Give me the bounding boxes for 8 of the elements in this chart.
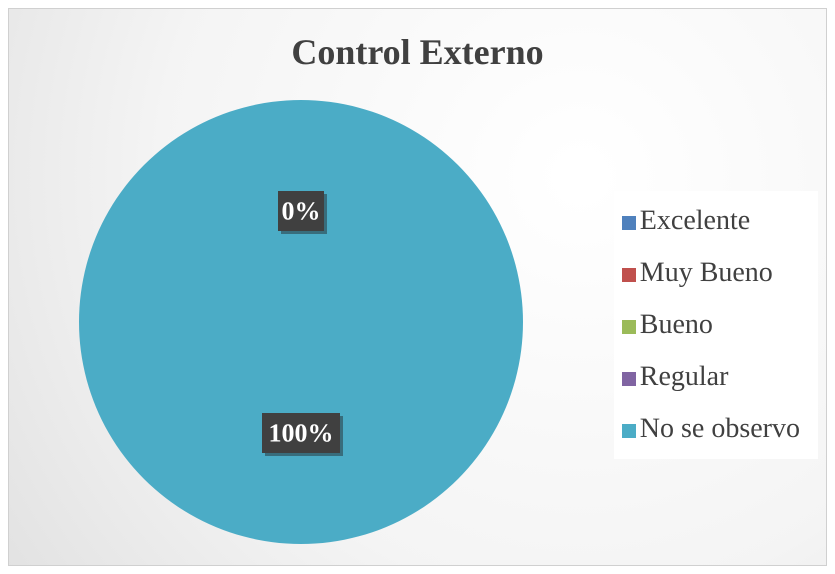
legend-label: No se observo	[640, 413, 800, 444]
legend-label: Excelente	[640, 205, 750, 236]
legend-label: Bueno	[640, 309, 713, 340]
legend-label: Regular	[640, 361, 728, 392]
legend-label: Muy Bueno	[640, 257, 773, 288]
text: 0%	[282, 196, 320, 226]
chart-title: Control Externo	[290, 31, 545, 74]
data-label: 100%	[268, 418, 334, 448]
